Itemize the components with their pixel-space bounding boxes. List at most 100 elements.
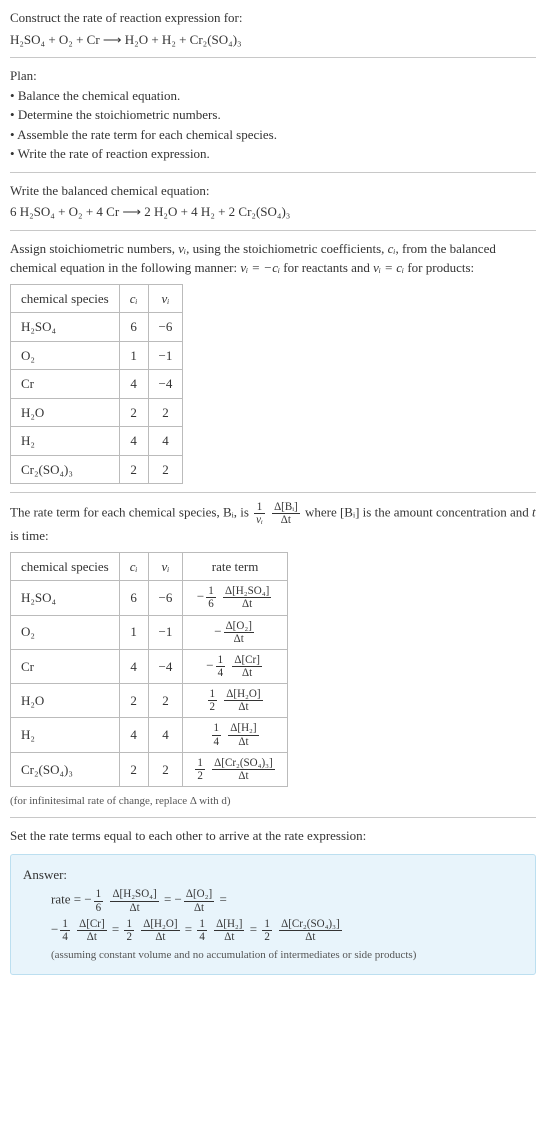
- cell-species: Cr: [11, 649, 120, 683]
- rate-text-c: is time:: [10, 528, 49, 543]
- cell-nu: 2: [148, 398, 183, 427]
- cell-species: O₂: [11, 615, 120, 649]
- answer-label: Answer:: [23, 865, 523, 885]
- col-ci: cᵢ: [119, 552, 148, 581]
- cell-nu: −1: [148, 615, 183, 649]
- table-row: Cr 4 −4 −14 Δ[Cr]Δt: [11, 649, 288, 683]
- cell-nu: −4: [148, 649, 183, 683]
- cell-c: 4: [119, 718, 148, 752]
- cell-nu: 2: [148, 455, 183, 484]
- cell-rate-term: 14 Δ[H₂]Δt: [183, 718, 287, 752]
- stoich-text-e: for products:: [404, 260, 474, 275]
- cell-species: Cr₂(SO₄)₃: [11, 752, 120, 786]
- col-species: chemical species: [11, 284, 120, 313]
- answer-line-1: rate = −16 Δ[H₂SO₄]Δt = −Δ[O₂]Δt =: [51, 888, 523, 913]
- plan-item: Balance the chemical equation.: [10, 86, 536, 106]
- cell-c: 2: [119, 684, 148, 718]
- divider: [10, 492, 536, 493]
- cell-c: 2: [119, 398, 148, 427]
- rate-term-table: chemical species cᵢ νᵢ rate term H₂SO₄ 6…: [10, 552, 288, 787]
- cell-nu: 4: [148, 427, 183, 456]
- answer-note: (assuming constant volume and no accumul…: [23, 947, 523, 964]
- frac-delta-b-over-t: Δ[Bᵢ]Δt: [270, 501, 302, 526]
- table-row: H₂SO₄ 6 −6 −16 Δ[H₂SO₄]Δt: [11, 581, 288, 615]
- cell-c: 1: [119, 615, 148, 649]
- cell-nu: −6: [148, 313, 183, 342]
- cell-species: H₂: [11, 718, 120, 752]
- cell-species: H₂O: [11, 398, 120, 427]
- rate-prefix: rate =: [51, 892, 84, 907]
- cell-species: H₂SO₄: [11, 581, 120, 615]
- table-header-row: chemical species cᵢ νᵢ rate term: [11, 552, 288, 581]
- col-rate-term: rate term: [183, 552, 287, 581]
- cell-c: 4: [119, 370, 148, 399]
- table-row: Cr₂(SO₄)₃22: [11, 455, 183, 484]
- table-row: H₂ 4 4 14 Δ[H₂]Δt: [11, 718, 288, 752]
- rate-term-text: The rate term for each chemical species,…: [10, 501, 536, 546]
- answer-line-2: −14 Δ[Cr]Δt = 12 Δ[H₂O]Δt = 14 Δ[H₂]Δt =…: [51, 918, 523, 943]
- frac-one-over-nu: 1νᵢ: [252, 501, 267, 526]
- stoich-text-b: , using the stoichiometric coefficients,: [186, 241, 388, 256]
- rate-t: t: [532, 505, 536, 520]
- cell-nu: −1: [148, 341, 183, 370]
- col-species: chemical species: [11, 552, 120, 581]
- balanced-equation: 6 H₂SO₄ + O₂ + 4 Cr ⟶ 2 H₂O + 4 H₂ + 2 C…: [10, 202, 536, 222]
- plan-item: Determine the stoichiometric numbers.: [10, 105, 536, 125]
- cell-species: H₂SO₄: [11, 313, 120, 342]
- table-row: H₂O 2 2 12 Δ[H₂O]Δt: [11, 684, 288, 718]
- cell-c: 2: [119, 752, 148, 786]
- cell-rate-term: −Δ[O₂]Δt: [183, 615, 287, 649]
- cell-species: H₂O: [11, 684, 120, 718]
- stoich-rel1: νᵢ = −cᵢ: [240, 260, 280, 275]
- balanced-heading: Write the balanced chemical equation:: [10, 181, 536, 201]
- table-header-row: chemical species cᵢ νᵢ: [11, 284, 183, 313]
- problem-prompt: Construct the rate of reaction expressio…: [10, 8, 536, 28]
- divider: [10, 172, 536, 173]
- cell-c: 6: [119, 581, 148, 615]
- cell-rate-term: −14 Δ[Cr]Δt: [183, 649, 287, 683]
- cell-nu: −4: [148, 370, 183, 399]
- cell-nu: −6: [148, 581, 183, 615]
- set-equal-text: Set the rate terms equal to each other t…: [10, 826, 536, 846]
- cell-c: 4: [119, 427, 148, 456]
- cell-nu: 2: [148, 752, 183, 786]
- cell-c: 6: [119, 313, 148, 342]
- cell-rate-term: 12 Δ[Cr₂(SO₄)₃]Δt: [183, 752, 287, 786]
- table-row: H₂SO₄6−6: [11, 313, 183, 342]
- table-row: Cr4−4: [11, 370, 183, 399]
- stoich-text-d: for reactants and: [280, 260, 373, 275]
- stoich-text: Assign stoichiometric numbers, νᵢ, using…: [10, 239, 536, 278]
- rate-text-b: where [Bᵢ] is the amount concentration a…: [305, 505, 532, 520]
- col-ci: cᵢ: [119, 284, 148, 313]
- cell-species: Cr: [11, 370, 120, 399]
- plan-block: Plan: Balance the chemical equation. Det…: [10, 66, 536, 164]
- stoich-ci: cᵢ: [388, 241, 396, 256]
- divider: [10, 57, 536, 58]
- plan-heading: Plan:: [10, 66, 536, 86]
- cell-nu: 2: [148, 684, 183, 718]
- problem-equation: H₂SO₄ + O₂ + Cr ⟶ H₂O + H₂ + Cr₂(SO₄)₃: [10, 30, 536, 50]
- cell-species: O₂: [11, 341, 120, 370]
- table-row: H₂O22: [11, 398, 183, 427]
- cell-rate-term: 12 Δ[H₂O]Δt: [183, 684, 287, 718]
- cell-rate-term: −16 Δ[H₂SO₄]Δt: [183, 581, 287, 615]
- cell-nu: 4: [148, 718, 183, 752]
- rate-term-note: (for infinitesimal rate of change, repla…: [10, 793, 536, 810]
- table-row: O₂1−1: [11, 341, 183, 370]
- table-row: Cr₂(SO₄)₃ 2 2 12 Δ[Cr₂(SO₄)₃]Δt: [11, 752, 288, 786]
- cell-species: H₂: [11, 427, 120, 456]
- table-row: O₂ 1 −1 −Δ[O₂]Δt: [11, 615, 288, 649]
- col-nu: νᵢ: [148, 552, 183, 581]
- stoich-block: Assign stoichiometric numbers, νᵢ, using…: [10, 239, 536, 485]
- stoich-rel2: νᵢ = cᵢ: [373, 260, 404, 275]
- plan-item: Assemble the rate term for each chemical…: [10, 125, 536, 145]
- answer-box: Answer: rate = −16 Δ[H₂SO₄]Δt = −Δ[O₂]Δt…: [10, 854, 536, 975]
- plan-item: Write the rate of reaction expression.: [10, 144, 536, 164]
- problem-block: Construct the rate of reaction expressio…: [10, 8, 536, 49]
- table-row: H₂44: [11, 427, 183, 456]
- rate-text-a: The rate term for each chemical species,…: [10, 505, 252, 520]
- divider: [10, 817, 536, 818]
- cell-c: 1: [119, 341, 148, 370]
- plan-list: Balance the chemical equation. Determine…: [10, 86, 536, 164]
- stoich-table: chemical species cᵢ νᵢ H₂SO₄6−6 O₂1−1 Cr…: [10, 284, 183, 485]
